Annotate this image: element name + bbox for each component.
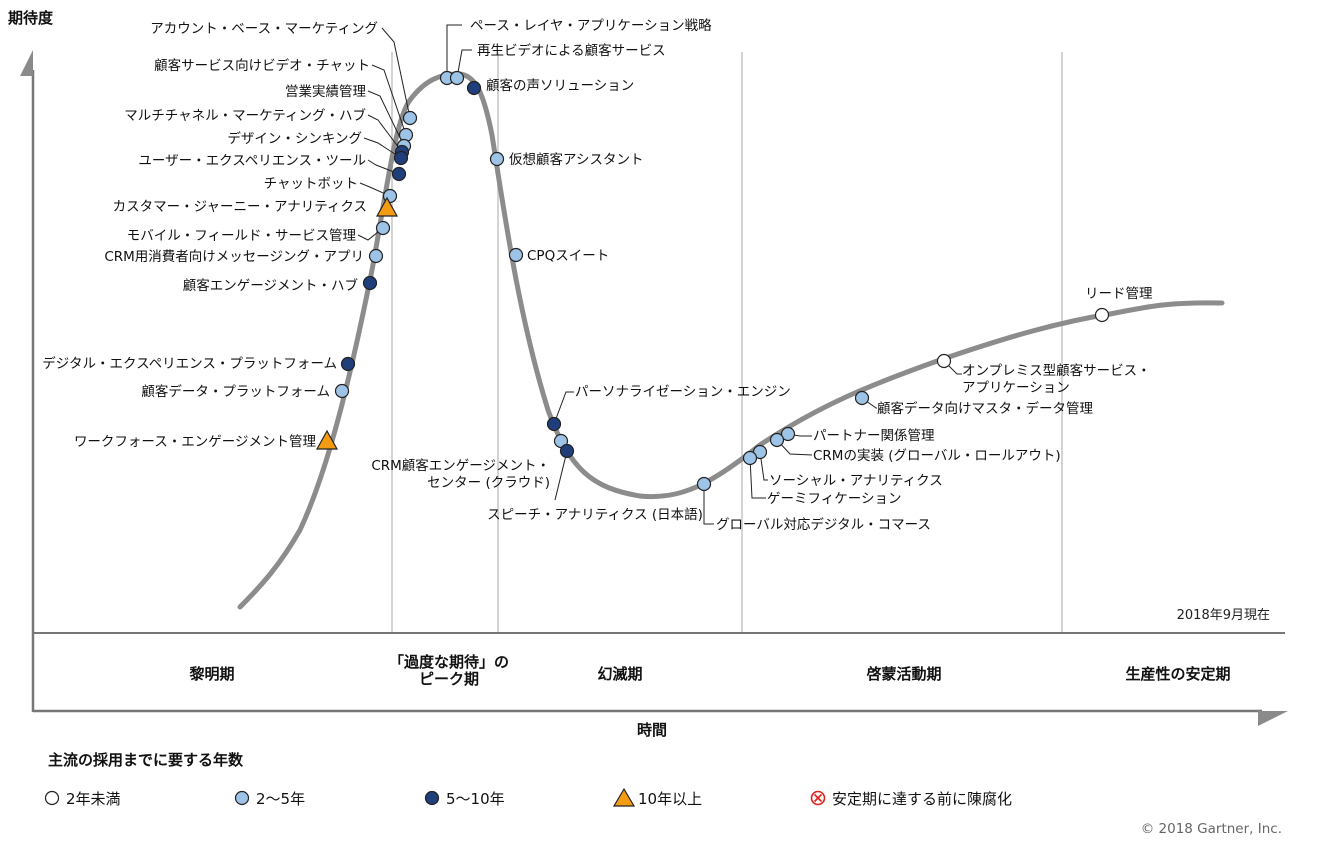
as-of-note: 2018年9月現在 — [1177, 608, 1270, 623]
point-label-0: アカウント・ベース・マーケティング — [150, 21, 378, 37]
point-label-4: 顧客サービス向けビデオ・チャット — [154, 57, 370, 74]
point-label-18: オンプレミス型顧客サービス・アプリケーション — [962, 362, 1151, 396]
legend-triangle-icon — [612, 787, 636, 807]
marker-y2_5-13 — [508, 247, 524, 263]
point-label-8: ユーザー・エクスペリエンス・ツール — [138, 153, 366, 169]
marker-gt10-11 — [375, 196, 399, 217]
leader-line-29 — [703, 484, 714, 525]
marker-y2_5-21 — [854, 390, 870, 406]
point-label-13: CPQスイート — [527, 248, 609, 264]
marker-y5_10-20 — [546, 416, 562, 432]
marker-y2_5-12 — [375, 220, 391, 236]
marker-y5_10-7 — [393, 150, 409, 166]
y-axis-title: 期待度 — [8, 9, 54, 27]
point-label-11: カスタマー・ジャーニー・アナリティクス — [113, 199, 367, 215]
point-label-10: チャットボット — [264, 176, 358, 192]
legend-circle-y5_10-icon — [424, 790, 440, 806]
phase-label-3: 啓蒙活動期 — [866, 665, 941, 683]
marker-y5_10-15 — [362, 275, 378, 291]
leader-line-28 — [554, 450, 568, 501]
legend-label-obsolete: 安定期に達する前に陳腐化 — [832, 790, 1012, 808]
marker-y2_5-29 — [696, 476, 712, 492]
point-label-12: モバイル・フィールド・サービス管理 — [127, 228, 357, 244]
leader-line-2 — [456, 49, 472, 79]
phase-label-4: 生産性の安定期 — [1125, 665, 1230, 683]
leader-line-27 — [749, 457, 766, 499]
point-label-26: ソーシャル・アナリティクス — [769, 473, 943, 489]
point-label-24: CRM顧客エンゲージメント・センター (クラウド) — [371, 457, 550, 491]
point-label-17: デジタル・エクスペリエンス・プラットフォーム — [42, 355, 337, 372]
marker-y5_10-28 — [559, 443, 575, 459]
phase-label-0: 黎明期 — [189, 665, 234, 683]
marker-y2_5-19 — [334, 383, 350, 399]
phase-label-1: 「過度な期待」のピーク期 — [389, 653, 509, 688]
point-label-1: ペース・レイヤ・アプリケーション戦略 — [470, 18, 712, 34]
marker-y2_5-14 — [368, 248, 384, 264]
leader-line-7 — [363, 137, 402, 159]
marker-y5_10-8 — [391, 166, 407, 182]
point-label-25: CRMの実装 (グローバル・ロールアウト) — [813, 448, 1061, 464]
point-label-27: ゲーミフィケーション — [767, 491, 901, 507]
point-label-28: スピーチ・アナリティクス (日本語) — [487, 506, 703, 523]
marker-lt2-16 — [1094, 307, 1110, 323]
point-label-6: マルチチャネル・マーケティング・ハブ — [124, 107, 366, 124]
point-label-20: パーソナライゼーション・エンジン — [575, 384, 791, 400]
legend-label-gt10: 10年以上 — [638, 790, 702, 808]
hype-curve-line — [237, 71, 1225, 610]
point-label-22: ワークフォース・エンゲージメント管理 — [74, 434, 317, 450]
marker-y2_5-23 — [780, 426, 796, 442]
leader-line-5 — [367, 90, 405, 147]
leader-line-4 — [371, 64, 407, 136]
leader-line-26 — [759, 451, 768, 481]
point-label-5: 営業実績管理 — [285, 84, 366, 100]
legend-label-lt2: 2年未満 — [66, 790, 121, 808]
point-label-7: デザイン・シンキング — [227, 130, 362, 147]
point-label-16: リード管理 — [1085, 286, 1153, 302]
point-label-9: 仮想顧客アシスタント — [509, 151, 643, 168]
marker-y2_5-2 — [449, 70, 465, 86]
marker-y2_5-0 — [402, 110, 418, 126]
y-axis-arrow-icon — [20, 50, 33, 76]
marker-y2_5-9 — [489, 151, 505, 167]
point-label-23: パートナー関係管理 — [813, 428, 935, 444]
legend-title: 主流の採用までに要する年数 — [48, 751, 244, 769]
point-label-3: 顧客の声ソリューション — [486, 77, 634, 94]
x-axis-title: 時間 — [637, 721, 667, 739]
leader-line-20 — [553, 391, 574, 425]
point-label-29: グローバル対応デジタル・コマース — [716, 516, 931, 533]
point-label-15: 顧客エンゲージメント・ハブ — [183, 277, 359, 294]
point-label-14: CRM用消費者向けメッセージング・アプリ — [104, 249, 364, 265]
leader-line-8 — [367, 159, 400, 175]
copyright-text: © 2018 Gartner, Inc. — [1141, 821, 1282, 837]
leader-line-0 — [381, 27, 411, 119]
marker-lt2-18 — [936, 353, 952, 369]
marker-y5_10-17 — [340, 356, 356, 372]
legend-obsolete-cross-icon — [813, 793, 823, 803]
marker-gt10-22 — [315, 429, 339, 450]
point-label-19: 顧客データ・プラットフォーム — [141, 383, 330, 400]
phase-label-2: 幻滅期 — [597, 665, 642, 683]
legend-circle-y2_5-icon — [234, 790, 250, 806]
marker-y5_10-3 — [466, 80, 482, 96]
legend-label-y2_5: 2〜5年 — [256, 790, 305, 808]
point-label-2: 再生ビデオによる顧客サービス — [477, 42, 666, 59]
marker-y2_5-25 — [769, 432, 785, 448]
legend-label-y5_10: 5〜10年 — [446, 790, 505, 808]
marker-y2_5-27 — [742, 450, 758, 466]
legend-circle-lt2-icon — [44, 790, 60, 806]
leader-line-6 — [367, 114, 403, 153]
point-label-21: 顧客データ向けマスタ・データ管理 — [877, 400, 1093, 417]
x-axis-arrow-icon — [1258, 711, 1288, 726]
leader-line-1 — [446, 24, 462, 78]
